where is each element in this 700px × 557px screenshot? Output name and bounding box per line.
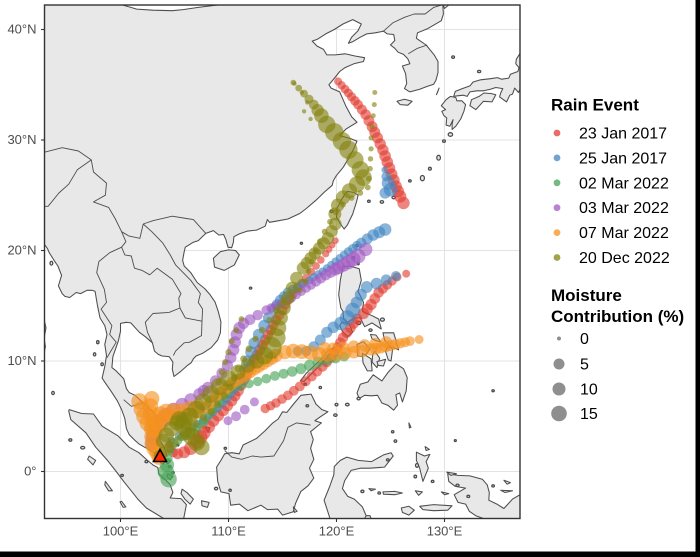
- svg-text:130°E: 130°E: [427, 524, 463, 539]
- svg-text:10°N: 10°N: [7, 353, 36, 368]
- svg-text:0: 0: [580, 331, 589, 348]
- svg-text:20°N: 20°N: [7, 243, 36, 258]
- svg-text:15: 15: [580, 406, 598, 423]
- svg-text:30°N: 30°N: [7, 132, 36, 147]
- svg-text:100°E: 100°E: [103, 524, 139, 539]
- svg-text:120°E: 120°E: [319, 524, 355, 539]
- svg-text:23 Jan 2017: 23 Jan 2017: [579, 126, 667, 143]
- svg-text:Rain Event: Rain Event: [551, 96, 639, 115]
- svg-text:03 Mar 2022: 03 Mar 2022: [579, 200, 669, 217]
- svg-text:Moisture: Moisture: [551, 286, 622, 305]
- svg-text:40°N: 40°N: [7, 22, 36, 37]
- svg-text:Contribution (%): Contribution (%): [551, 307, 684, 326]
- svg-text:20 Dec 2022: 20 Dec 2022: [579, 250, 670, 267]
- svg-text:0°: 0°: [24, 464, 36, 479]
- svg-text:02 Mar 2022: 02 Mar 2022: [579, 175, 669, 192]
- svg-text:25 Jan 2017: 25 Jan 2017: [579, 150, 667, 167]
- svg-text:07 Mar 2022: 07 Mar 2022: [579, 225, 669, 242]
- svg-text:5: 5: [580, 357, 589, 374]
- svg-text:10: 10: [580, 382, 598, 399]
- svg-text:110°E: 110°E: [211, 524, 246, 539]
